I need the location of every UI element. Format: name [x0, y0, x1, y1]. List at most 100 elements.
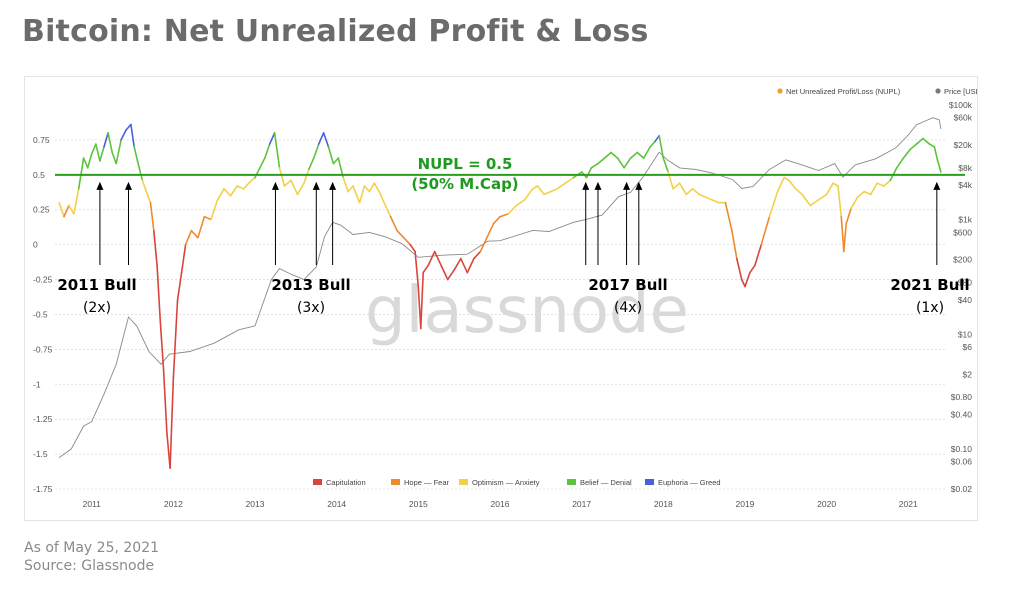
annotation-arrowhead	[933, 181, 941, 190]
nupl-segment	[141, 179, 149, 196]
nupl-reference-sublabel: (50% M.Cap)	[411, 175, 518, 193]
nupl-segment	[731, 229, 738, 260]
nupl-segment	[58, 201, 65, 218]
nupl-segment	[837, 185, 843, 218]
nupl-segment	[753, 243, 763, 267]
nupl-segment	[242, 181, 251, 190]
y-left-tick-label: 0	[33, 240, 38, 250]
nupl-segment	[378, 190, 385, 204]
nupl-segment	[120, 129, 127, 141]
nupl-segment	[649, 140, 656, 148]
nupl-segment	[654, 134, 661, 143]
nupl-segment	[203, 215, 212, 221]
y-right-tick-label: $0.02	[951, 484, 973, 494]
nupl-segment	[229, 185, 238, 197]
nupl-segment	[342, 176, 349, 193]
nupl-segment	[125, 123, 132, 131]
y-right-tick-label: $1k	[958, 215, 972, 225]
x-tick-label: 2014	[327, 499, 346, 509]
nupl-segment	[149, 201, 155, 232]
nupl-segment	[902, 148, 911, 159]
nupl-segment	[130, 123, 135, 148]
nupl-segment	[856, 190, 866, 198]
legend-dot	[935, 88, 941, 94]
y-right-tick-label: $0.06	[951, 457, 973, 467]
legend-top-label: Net Unrealized Profit/Loss (NUPL)	[786, 87, 901, 96]
y-right-tick-label: $0.10	[951, 444, 973, 454]
x-tick-label: 2017	[572, 499, 591, 509]
x-tick-label: 2016	[491, 499, 510, 509]
nupl-segment	[832, 182, 839, 187]
nupl-segment	[176, 271, 183, 302]
y-left-tick-label: -1.5	[33, 449, 48, 459]
nupl-segment	[842, 222, 848, 253]
nupl-segment	[840, 215, 845, 253]
nupl-segment	[268, 132, 276, 145]
nupl-segment	[322, 132, 330, 148]
legend-bottom-label: Capitulation	[326, 478, 366, 487]
nupl-segment	[327, 146, 335, 165]
y-right-tick-label: $2	[963, 369, 973, 379]
nupl-segment	[68, 204, 75, 215]
legend-swatch	[645, 479, 654, 485]
y-left-tick-label: -1.25	[33, 414, 53, 424]
nupl-segment	[283, 179, 292, 187]
nupl-segment	[264, 143, 271, 159]
nupl-segment	[111, 151, 117, 165]
x-tick-label: 2011	[83, 499, 102, 509]
legend-bottom-label: Hope — Fear	[404, 478, 450, 487]
nupl-segment	[691, 188, 701, 196]
y-right-tick-label: $6	[963, 342, 973, 352]
nupl-segment	[414, 250, 420, 288]
nupl-segment	[909, 143, 918, 151]
nupl-segment	[82, 157, 89, 169]
nupl-segment	[486, 222, 495, 239]
nupl-segment	[922, 137, 931, 145]
nupl-segment	[368, 182, 376, 193]
nupl-segment	[273, 132, 281, 169]
nupl-segment	[153, 229, 158, 267]
annotation-label: 2011 Bull	[57, 276, 136, 294]
nupl-segment	[172, 299, 179, 379]
nupl-segment	[507, 204, 518, 215]
y-left-tick-label: -0.5	[33, 309, 48, 319]
annotation-arrowhead	[623, 181, 631, 190]
nupl-segment	[210, 199, 219, 221]
nupl-segment	[749, 264, 756, 274]
legend-swatch	[391, 479, 400, 485]
nupl-segment	[564, 176, 575, 184]
legend-top-label: Price [USD]	[944, 87, 977, 96]
nupl-segment	[312, 143, 320, 159]
nupl-segment	[597, 157, 606, 165]
nupl-segment	[303, 168, 310, 184]
nupl-segment	[863, 190, 872, 196]
annotation-label: 2021 Bull	[890, 276, 969, 294]
nupl-segment	[77, 157, 85, 190]
x-tick-label: 2019	[735, 499, 754, 509]
nupl-segment	[453, 257, 462, 271]
nupl-segment	[90, 143, 97, 155]
nupl-segment	[788, 179, 797, 190]
nupl-segment	[459, 257, 469, 274]
nupl-segment	[515, 199, 526, 207]
y-left-tick-label: 0.75	[33, 135, 50, 145]
nupl-segment	[845, 207, 852, 225]
nupl-segment	[115, 139, 122, 165]
nupl-segment	[658, 134, 665, 159]
nupl-segment	[216, 188, 225, 201]
nupl-segment	[223, 188, 232, 197]
nupl-segment	[99, 146, 105, 162]
nupl-segment	[159, 320, 165, 372]
nupl-segment	[499, 213, 510, 218]
nupl-segment	[156, 264, 162, 323]
y-right-tick-label: $0.40	[951, 409, 973, 419]
nupl-segment	[629, 151, 639, 159]
annotation-arrowhead	[96, 181, 104, 190]
nupl-segment	[146, 193, 152, 204]
page-title: Bitcoin: Net Unrealized Profit & Loss	[22, 14, 649, 49]
y-right-tick-label: $100k	[949, 100, 973, 110]
x-tick-label: 2021	[899, 499, 918, 509]
nupl-segment	[383, 201, 392, 218]
nupl-segment	[610, 151, 619, 159]
nupl-segment	[373, 182, 381, 193]
